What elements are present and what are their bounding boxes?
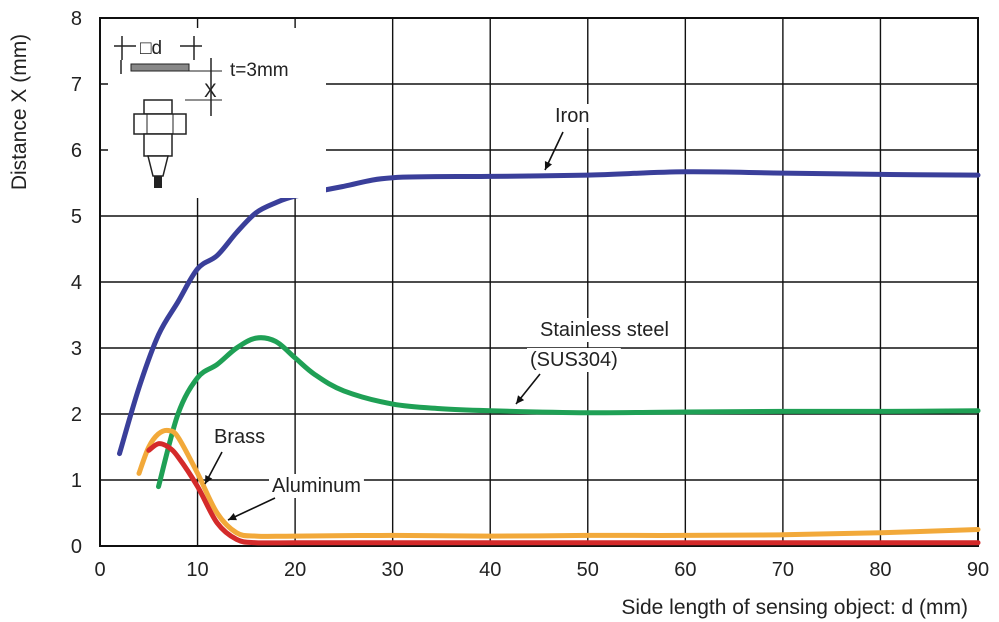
inset-sensor-head xyxy=(143,99,173,115)
x-tick-label: 40 xyxy=(479,559,501,581)
x-tick-label: 20 xyxy=(284,559,306,581)
label-sus304: (SUS304) xyxy=(530,349,618,371)
x-tick-label: 70 xyxy=(772,559,794,581)
inset-sensor-body xyxy=(143,133,173,157)
x-tick-label: 30 xyxy=(382,559,404,581)
y-tick-label: 7 xyxy=(71,74,82,96)
sensor-inset-diagram: □d X t=3mm xyxy=(108,28,326,198)
y-tick-label: 5 xyxy=(71,206,82,228)
leader-aluminum xyxy=(227,497,276,521)
leader-iron-arrowhead xyxy=(544,161,553,170)
label-aluminum-background xyxy=(269,474,364,498)
label-brass-background xyxy=(211,425,269,449)
x-axis-title: Side length of sensing object: d (mm) xyxy=(621,596,968,619)
x-tick-label: 90 xyxy=(967,559,989,581)
leader-brass-arrowhead xyxy=(205,475,213,484)
leader-stainless-steel-arrowhead xyxy=(516,395,525,404)
series-line-brass xyxy=(136,427,981,539)
y-tick-label: 1 xyxy=(71,470,82,492)
y-tick-label: 6 xyxy=(71,140,82,162)
inset-sensor-tail xyxy=(147,155,169,177)
y-tick-label: 8 xyxy=(71,8,82,30)
inset-thickness-label: t=3mm xyxy=(230,60,289,81)
x-tick-label: 60 xyxy=(674,559,696,581)
y-tick-label: 2 xyxy=(71,404,82,426)
inset-d-label: □d xyxy=(140,38,162,59)
inset-sensor-nut xyxy=(133,113,187,135)
x-tick-label: 50 xyxy=(577,559,599,581)
inset-x-label: X xyxy=(204,81,217,102)
label-stainless-steel-background xyxy=(537,318,672,342)
y-tick-label: 4 xyxy=(71,272,82,294)
inset-sensor-cable xyxy=(154,176,162,188)
series-labels: Iron Stainless steel (SUS304) Brass Aluminum xyxy=(204,104,672,521)
label-stainless-steel: Stainless steel xyxy=(540,319,669,341)
y-tick-label: 0 xyxy=(71,536,82,558)
x-tick-label: 80 xyxy=(869,559,891,581)
inset-target-plate xyxy=(130,63,190,72)
label-iron-background xyxy=(552,104,593,128)
x-tick-label: 0 xyxy=(94,559,105,581)
label-aluminum: Aluminum xyxy=(272,475,361,497)
label-sus304-background xyxy=(527,348,621,372)
y-tick-label: 3 xyxy=(71,338,82,360)
leader-aluminum-arrowhead xyxy=(228,513,237,521)
tick-labels: 0 10 20 30 40 50 60 70 80 90 0 1 2 3 4 5 6 7 8 xyxy=(71,8,989,581)
series-line-stainless-steel xyxy=(156,335,981,490)
series-line-aluminum xyxy=(146,441,981,546)
x-tick-label: 10 xyxy=(186,559,208,581)
label-iron: Iron xyxy=(555,105,589,127)
y-axis-title: Distance X (mm) xyxy=(8,34,31,190)
label-brass: Brass xyxy=(214,426,265,448)
